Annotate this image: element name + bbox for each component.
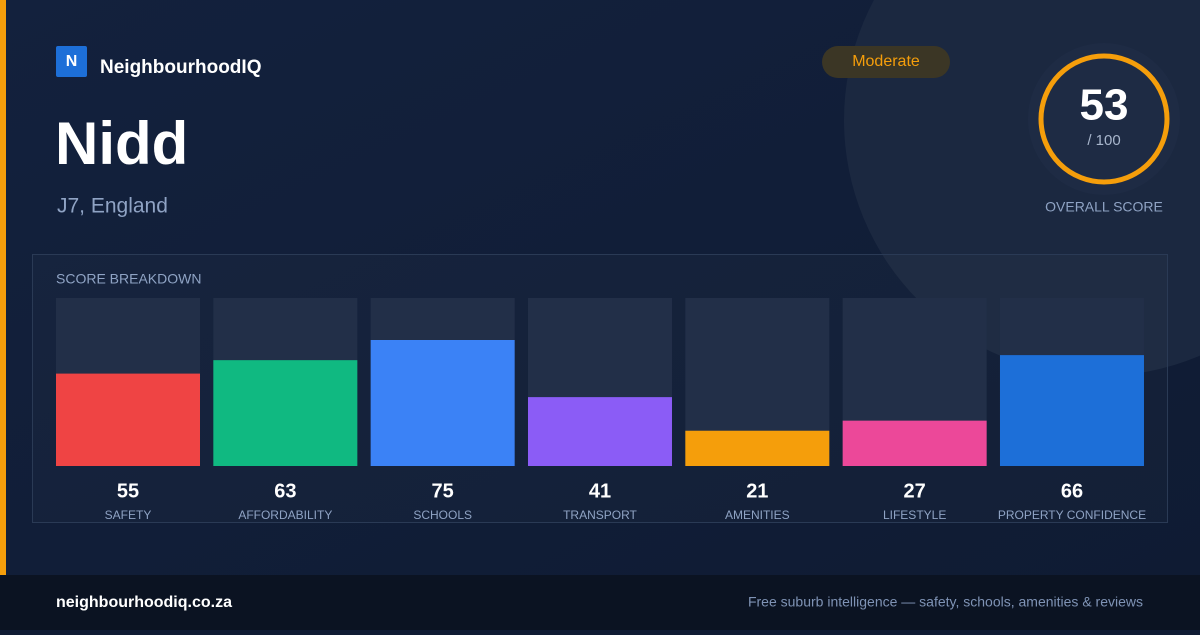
logo — [56, 46, 87, 77]
value-label: 75 — [432, 480, 454, 502]
footer — [0, 575, 1200, 630]
badge-text: Moderate — [852, 53, 920, 70]
location: J7, England — [57, 195, 168, 218]
footer-url: neighbourhoodiq.co.za — [56, 594, 232, 611]
category-label: PROPERTY CONFIDENCE — [998, 508, 1146, 522]
score-ring-bg — [1028, 43, 1180, 195]
chart-title: SCORE BREAKDOWN — [56, 271, 201, 287]
bar — [999, 355, 1144, 466]
bars: 55 SAFETY 63 AFFORDABILITY 75 SCHOOLS 41 TRANSP… — [56, 298, 1146, 522]
bar — [685, 430, 830, 466]
panel — [32, 254, 1168, 523]
footer-tagline: Free suburb intelligence — safety, schoo… — [748, 594, 1143, 610]
category-label: SAFETY — [105, 508, 152, 522]
category-label: SCHOOLS — [413, 508, 472, 522]
score-label: OVERALL SCORE — [1045, 199, 1163, 215]
bar — [527, 397, 672, 466]
bar — [56, 373, 200, 466]
brand: NeighbourhoodIQ — [100, 57, 261, 78]
category-label: AMENITIES — [725, 508, 790, 522]
bar — [842, 420, 987, 466]
category-label: LIFESTYLE — [883, 508, 946, 522]
accent-stripe — [0, 0, 6, 575]
value-label: 55 — [117, 480, 139, 502]
value-label: 63 — [274, 480, 296, 502]
score-suffix: / 100 — [1087, 132, 1120, 149]
logo-initial: N — [66, 53, 78, 70]
badge — [822, 46, 950, 78]
bar — [370, 340, 515, 466]
value-label: 66 — [1061, 480, 1083, 502]
score: 53 — [1080, 81, 1129, 130]
category-label: AFFORDABILITY — [238, 508, 332, 522]
value-label: 21 — [746, 480, 768, 502]
bar — [213, 360, 358, 466]
category-label: TRANSPORT — [563, 508, 637, 522]
title: Nidd — [55, 110, 188, 177]
score-ring — [1038, 53, 1170, 185]
value-label: 41 — [589, 480, 611, 502]
value-label: 27 — [904, 480, 926, 502]
